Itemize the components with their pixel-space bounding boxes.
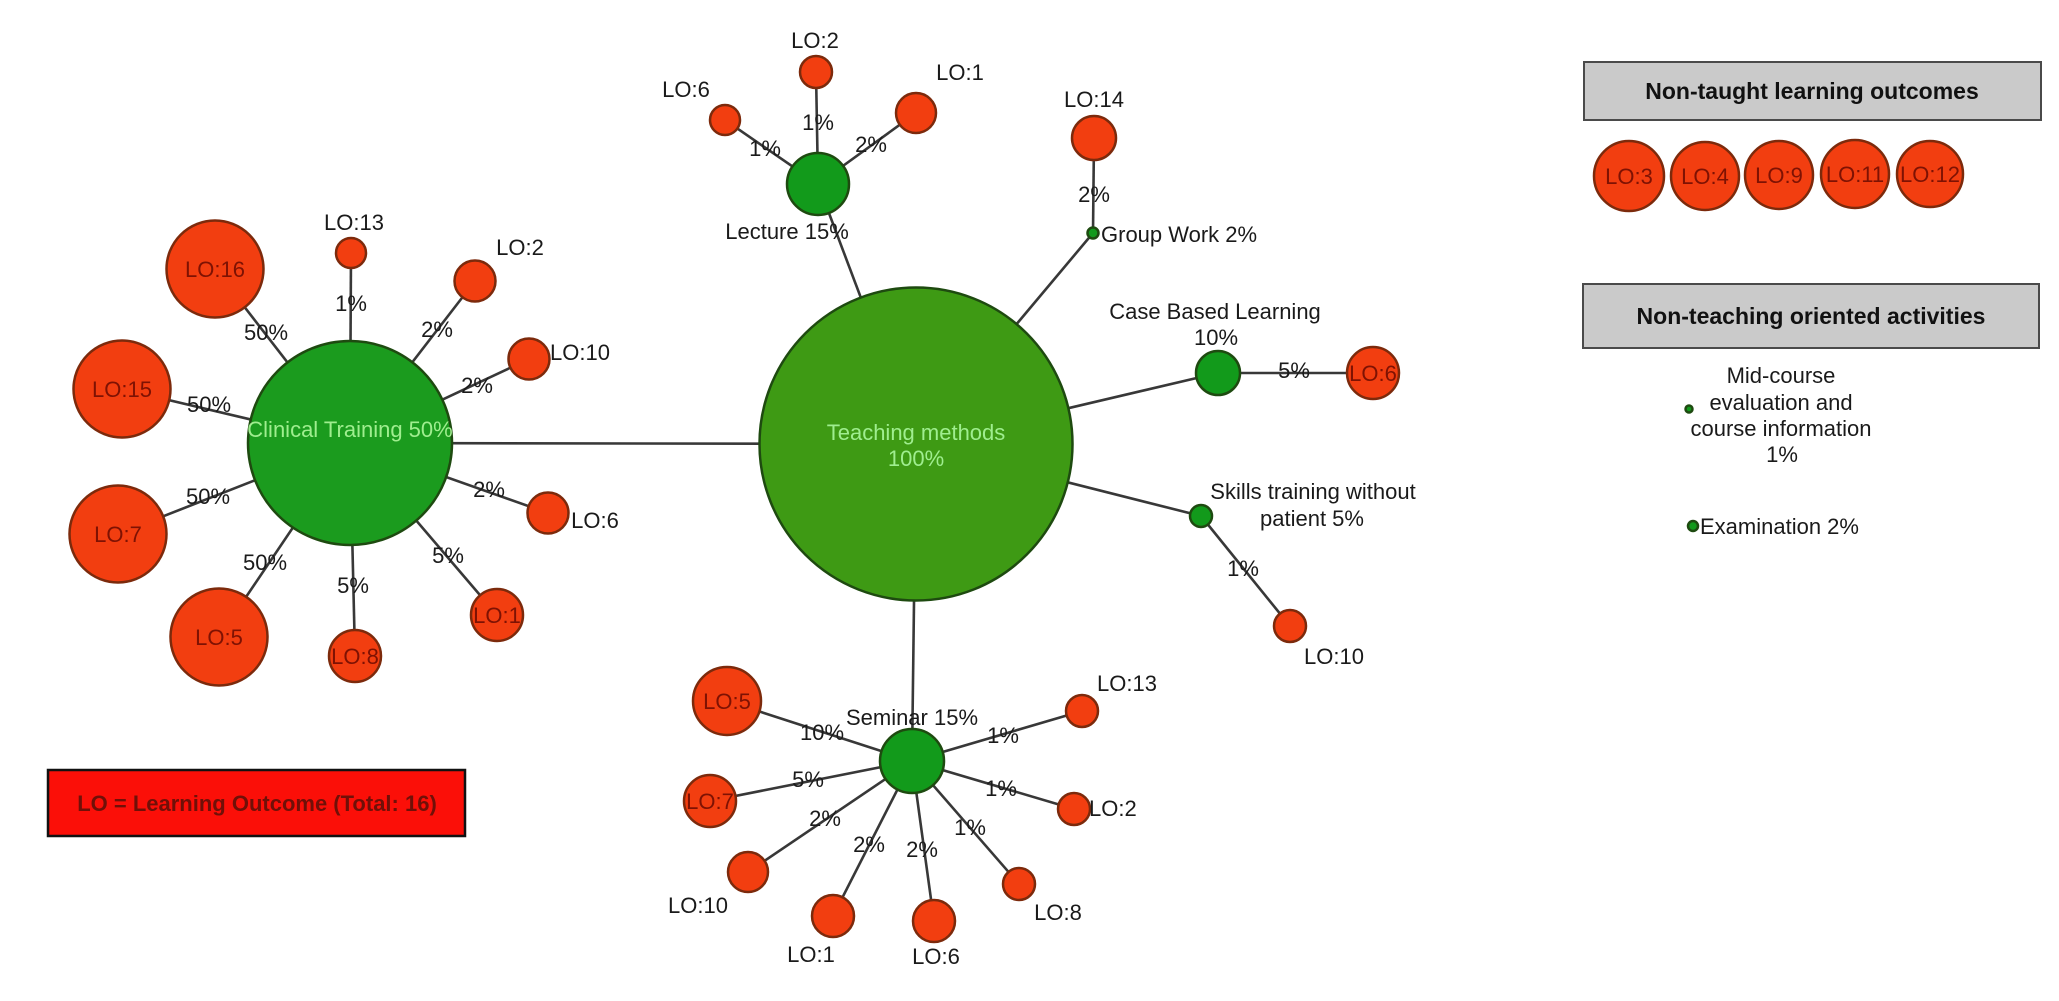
svg-text:LO:1: LO:1 <box>936 60 984 85</box>
svg-text:1%: 1% <box>749 136 781 161</box>
svg-text:1%: 1% <box>802 110 834 135</box>
svg-text:LO:2: LO:2 <box>496 235 544 260</box>
svg-text:1%: 1% <box>335 291 367 316</box>
svg-text:LO:14: LO:14 <box>1064 87 1124 112</box>
svg-text:LO:2: LO:2 <box>1089 796 1137 821</box>
svg-text:LO:4: LO:4 <box>1681 164 1729 189</box>
svg-text:LO:5: LO:5 <box>703 689 751 714</box>
svg-text:5%: 5% <box>1278 358 1310 383</box>
svg-text:50%: 50% <box>243 550 287 575</box>
svg-text:100%: 100% <box>888 446 944 471</box>
svg-text:10%: 10% <box>1194 325 1238 350</box>
svg-text:LO:13: LO:13 <box>1097 671 1157 696</box>
svg-text:LO:12: LO:12 <box>1900 162 1960 187</box>
svg-text:1%: 1% <box>1766 442 1798 467</box>
svg-text:Mid-course: Mid-course <box>1727 363 1836 388</box>
svg-text:LO:7: LO:7 <box>94 522 142 547</box>
svg-text:10%: 10% <box>800 720 844 745</box>
svg-text:1%: 1% <box>1227 556 1259 581</box>
svg-text:LO:10: LO:10 <box>550 340 610 365</box>
svg-text:LO:9: LO:9 <box>1755 163 1803 188</box>
svg-text:2%: 2% <box>461 373 493 398</box>
svg-text:50%: 50% <box>244 320 288 345</box>
svg-text:LO:11: LO:11 <box>1826 162 1884 187</box>
svg-text:LO:8: LO:8 <box>331 644 379 669</box>
svg-text:Group Work 2%: Group Work 2% <box>1101 222 1257 247</box>
svg-text:LO:15: LO:15 <box>92 377 152 402</box>
svg-text:LO:3: LO:3 <box>1605 164 1653 189</box>
svg-text:LO:1: LO:1 <box>473 603 521 628</box>
svg-text:LO:10: LO:10 <box>1304 644 1364 669</box>
svg-text:course information: course information <box>1691 416 1872 441</box>
svg-text:LO:6: LO:6 <box>662 77 710 102</box>
svg-text:Seminar 15%: Seminar 15% <box>846 705 978 730</box>
svg-text:Lecture 15%: Lecture 15% <box>725 219 849 244</box>
svg-text:5%: 5% <box>337 573 369 598</box>
svg-text:2%: 2% <box>853 832 885 857</box>
svg-text:1%: 1% <box>954 815 986 840</box>
svg-text:2%: 2% <box>473 477 505 502</box>
svg-text:LO:6: LO:6 <box>1349 361 1397 386</box>
svg-text:2%: 2% <box>1078 182 1110 207</box>
svg-text:LO:5: LO:5 <box>195 625 243 650</box>
svg-text:2%: 2% <box>809 806 841 831</box>
svg-text:Non-taught learning outcomes: Non-taught learning outcomes <box>1645 78 1979 104</box>
svg-text:2%: 2% <box>855 132 887 157</box>
svg-text:5%: 5% <box>432 543 464 568</box>
svg-text:1%: 1% <box>985 776 1017 801</box>
svg-text:LO:6: LO:6 <box>571 508 619 533</box>
svg-text:Clinical Training 50%: Clinical Training 50% <box>247 417 452 442</box>
svg-text:LO:13: LO:13 <box>324 210 384 235</box>
svg-text:Case Based Learning: Case Based Learning <box>1109 299 1321 324</box>
svg-text:1%: 1% <box>987 723 1019 748</box>
svg-text:LO:16: LO:16 <box>185 257 245 282</box>
svg-text:2%: 2% <box>906 837 938 862</box>
svg-text:LO:7: LO:7 <box>686 789 734 814</box>
svg-text:LO:10: LO:10 <box>668 893 728 918</box>
svg-text:LO:8: LO:8 <box>1034 900 1082 925</box>
svg-text:LO:1: LO:1 <box>787 942 835 967</box>
svg-text:50%: 50% <box>187 392 231 417</box>
svg-text:LO:6: LO:6 <box>912 944 960 969</box>
svg-text:Non-teaching oriented activiti: Non-teaching oriented activities <box>1637 303 1986 329</box>
svg-text:LO:2: LO:2 <box>791 28 839 53</box>
svg-text:evaluation and: evaluation and <box>1709 390 1852 415</box>
svg-text:Teaching methods: Teaching methods <box>827 420 1006 445</box>
svg-text:Skills training without: Skills training without <box>1210 479 1415 504</box>
svg-text:5%: 5% <box>792 767 824 792</box>
svg-text:patient 5%: patient 5% <box>1260 506 1364 531</box>
svg-text:50%: 50% <box>186 484 230 509</box>
svg-text:Examination 2%: Examination 2% <box>1700 514 1859 539</box>
svg-text:LO = Learning Outcome (Total:: LO = Learning Outcome (Total: 16) <box>77 791 437 816</box>
svg-text:2%: 2% <box>421 317 453 342</box>
